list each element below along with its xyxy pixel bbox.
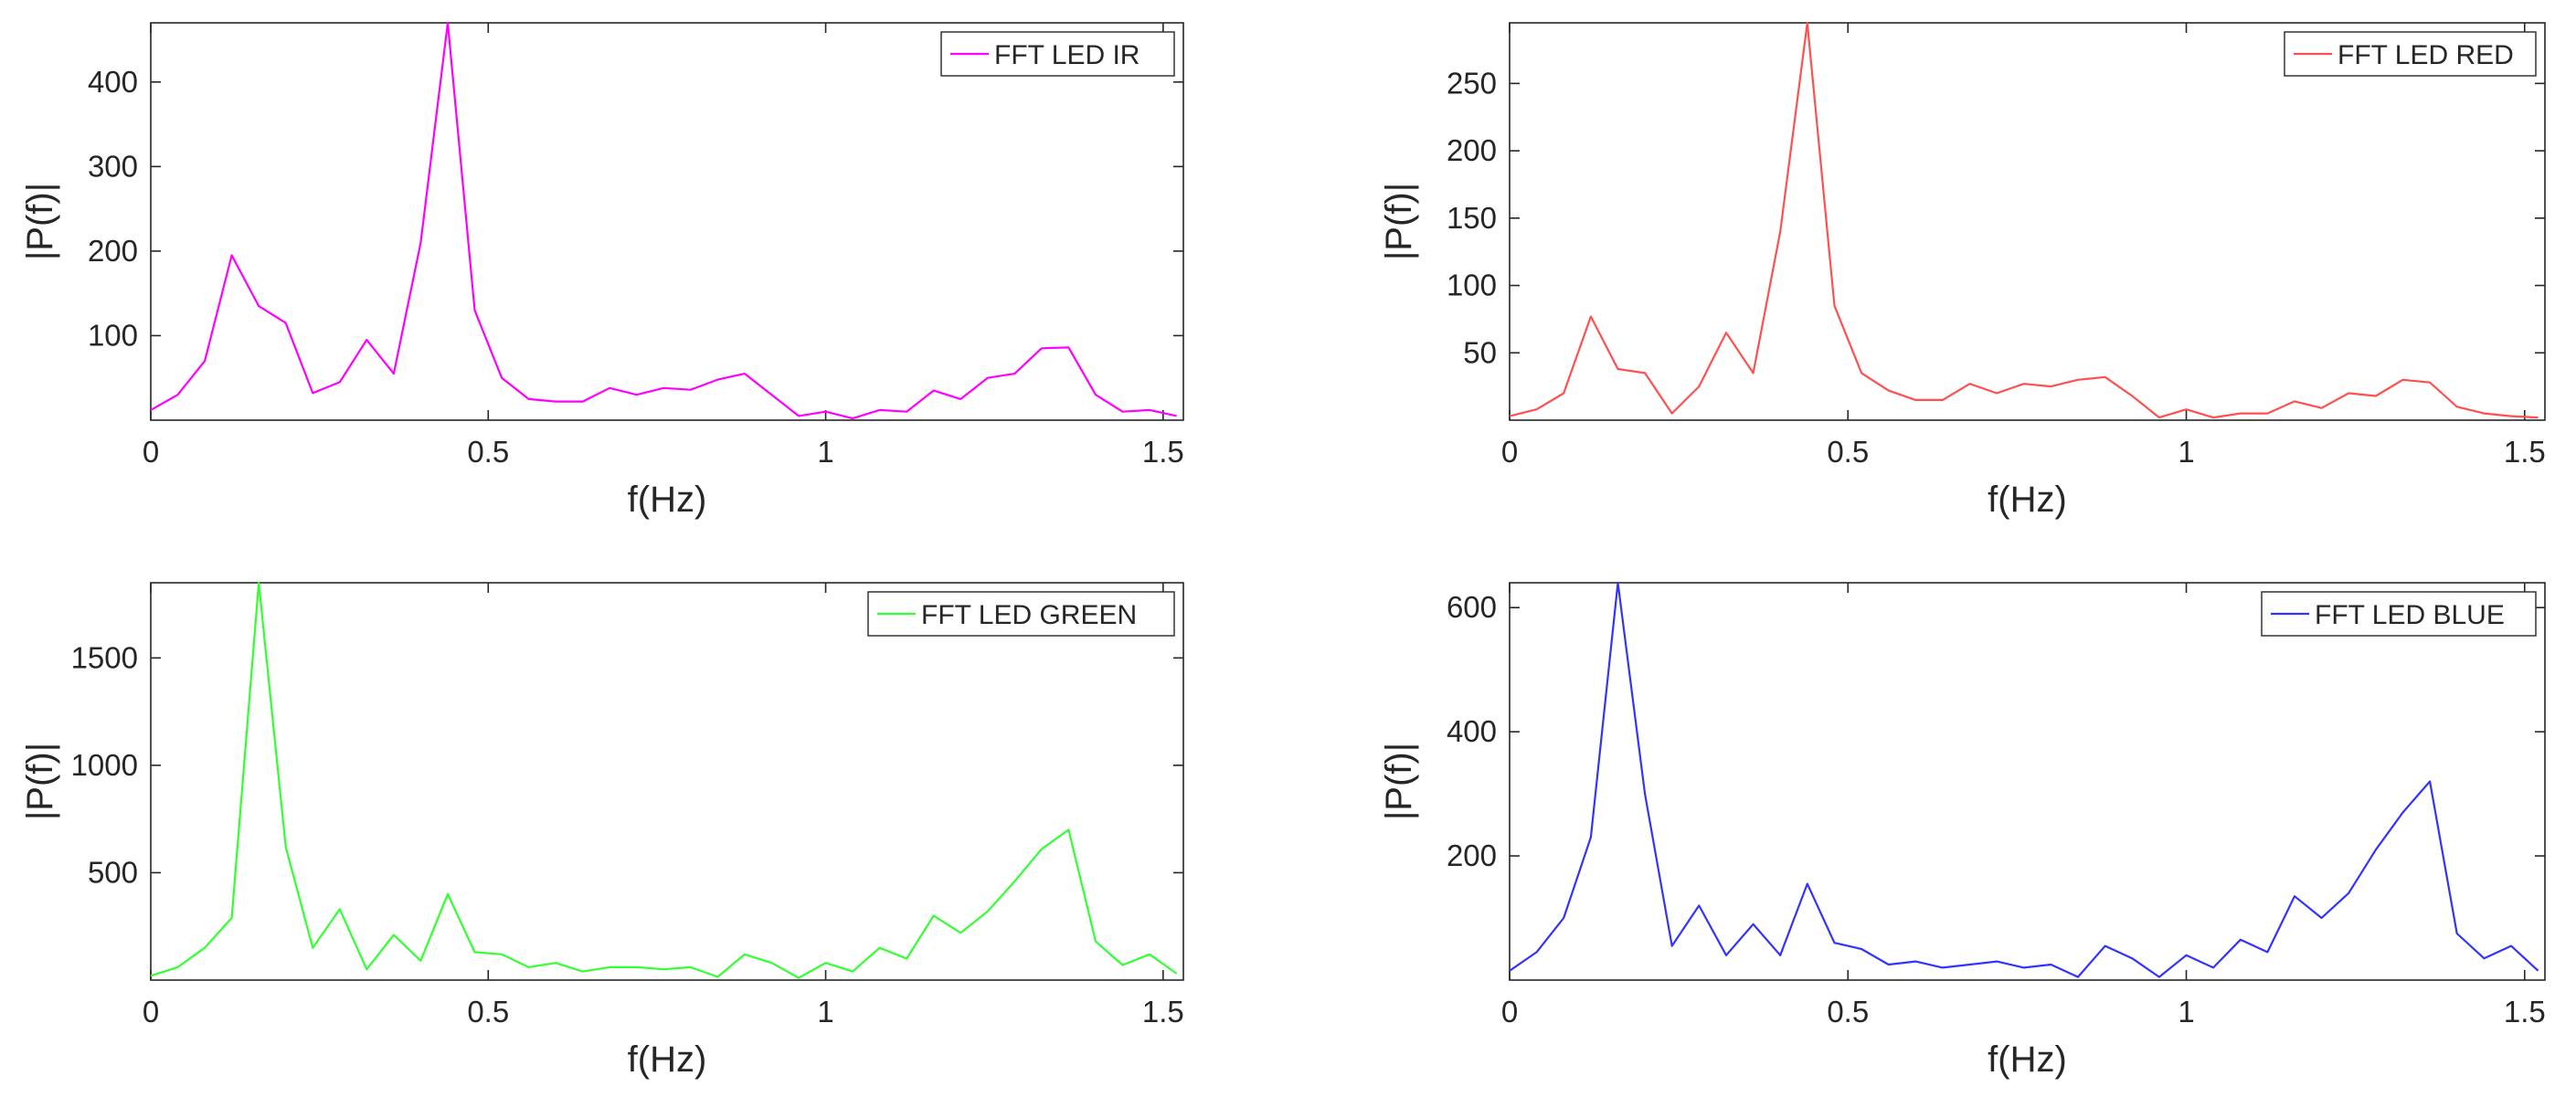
x-axis-label: f(Hz) bbox=[1988, 1039, 2067, 1080]
y-axis-label: |P(f)| bbox=[20, 743, 60, 820]
x-tick-label: 0 bbox=[143, 995, 159, 1028]
y-tick-label: 100 bbox=[1447, 269, 1497, 302]
axes-box bbox=[150, 582, 1184, 981]
legend: FFT LED RED bbox=[2284, 31, 2537, 77]
y-tick-label: 200 bbox=[1447, 839, 1497, 872]
x-tick-label: 1.5 bbox=[2504, 435, 2546, 469]
y-tick-label: 300 bbox=[88, 149, 138, 183]
x-axis-label: f(Hz) bbox=[628, 480, 707, 520]
y-tick-label: 200 bbox=[88, 234, 138, 268]
x-tick-label: 1 bbox=[2178, 435, 2194, 469]
subplot-1: 0 0.5 1 1.5 100 200 300 400 f(Hz) |P(f)| FFT LED I… bbox=[20, 21, 1184, 520]
legend-label: FFT LED RED bbox=[2337, 40, 2514, 70]
x-tick-label: 0 bbox=[1501, 435, 1518, 469]
legend: FFT LED IR bbox=[940, 31, 1175, 77]
legend-box bbox=[867, 591, 1175, 637]
y-axis-label: |P(f)| bbox=[20, 183, 60, 260]
legend: FFT LED GREEN bbox=[867, 591, 1175, 637]
series-line bbox=[1509, 21, 2539, 419]
x-tick-label: 0 bbox=[143, 435, 159, 469]
y-axis-label: |P(f)| bbox=[1379, 183, 1419, 260]
x-tick-label: 1 bbox=[817, 995, 833, 1028]
y-tick-label: 1500 bbox=[71, 640, 138, 674]
y-tick-label: 500 bbox=[88, 855, 138, 889]
x-tick-label: 1 bbox=[2178, 995, 2194, 1028]
y-tick-label: 150 bbox=[1447, 201, 1497, 235]
subplot-3: 0 0.5 1 1.5 500 1000 1500 f(Hz) |P(f)| FFT LED GR… bbox=[20, 581, 1184, 1080]
subplot-4: 0 0.5 1 1.5 200 400 600 f(Hz) |P(f)| FFT LED BLUE bbox=[1379, 581, 2546, 1080]
y-tick-label: 100 bbox=[88, 318, 138, 352]
axes-box bbox=[150, 22, 1184, 421]
x-tick-label: 0.5 bbox=[1827, 435, 1869, 469]
y-tick-label: 400 bbox=[1447, 714, 1497, 748]
series-line bbox=[150, 21, 1177, 420]
x-axis-label: f(Hz) bbox=[1988, 480, 2067, 520]
legend-label: FFT LED IR bbox=[994, 40, 1140, 70]
x-tick-label: 1.5 bbox=[2504, 995, 2546, 1028]
y-tick-label: 50 bbox=[1463, 335, 1497, 369]
x-tick-label: 0 bbox=[1501, 995, 1518, 1028]
y-tick-label: 600 bbox=[1447, 590, 1497, 624]
y-tick-label: 250 bbox=[1447, 66, 1497, 100]
x-tick-label: 0.5 bbox=[467, 435, 509, 469]
x-tick-label: 1.5 bbox=[1142, 995, 1184, 1028]
series-line bbox=[150, 581, 1178, 979]
series-line bbox=[1509, 581, 2539, 978]
subplot-2: 0 0.5 1 1.5 50 100 150 200 250 f(Hz) |P(f)| FFT LED… bbox=[1379, 21, 2546, 520]
legend-label: FFT LED GREEN bbox=[921, 600, 1137, 630]
axes-box bbox=[1509, 22, 2546, 421]
x-tick-label: 0.5 bbox=[1827, 995, 1869, 1028]
x-tick-label: 1.5 bbox=[1142, 435, 1184, 469]
y-tick-label: 400 bbox=[88, 65, 138, 99]
x-tick-label: 0.5 bbox=[467, 995, 509, 1028]
legend: FFT LED BLUE bbox=[2261, 591, 2537, 637]
y-axis-label: |P(f)| bbox=[1379, 743, 1419, 820]
x-tick-label: 1 bbox=[817, 435, 833, 469]
legend-label: FFT LED BLUE bbox=[2315, 600, 2505, 630]
y-tick-label: 200 bbox=[1447, 133, 1497, 167]
y-tick-label: 1000 bbox=[71, 748, 138, 782]
axes-box bbox=[1509, 582, 2546, 981]
x-axis-label: f(Hz) bbox=[628, 1039, 707, 1080]
